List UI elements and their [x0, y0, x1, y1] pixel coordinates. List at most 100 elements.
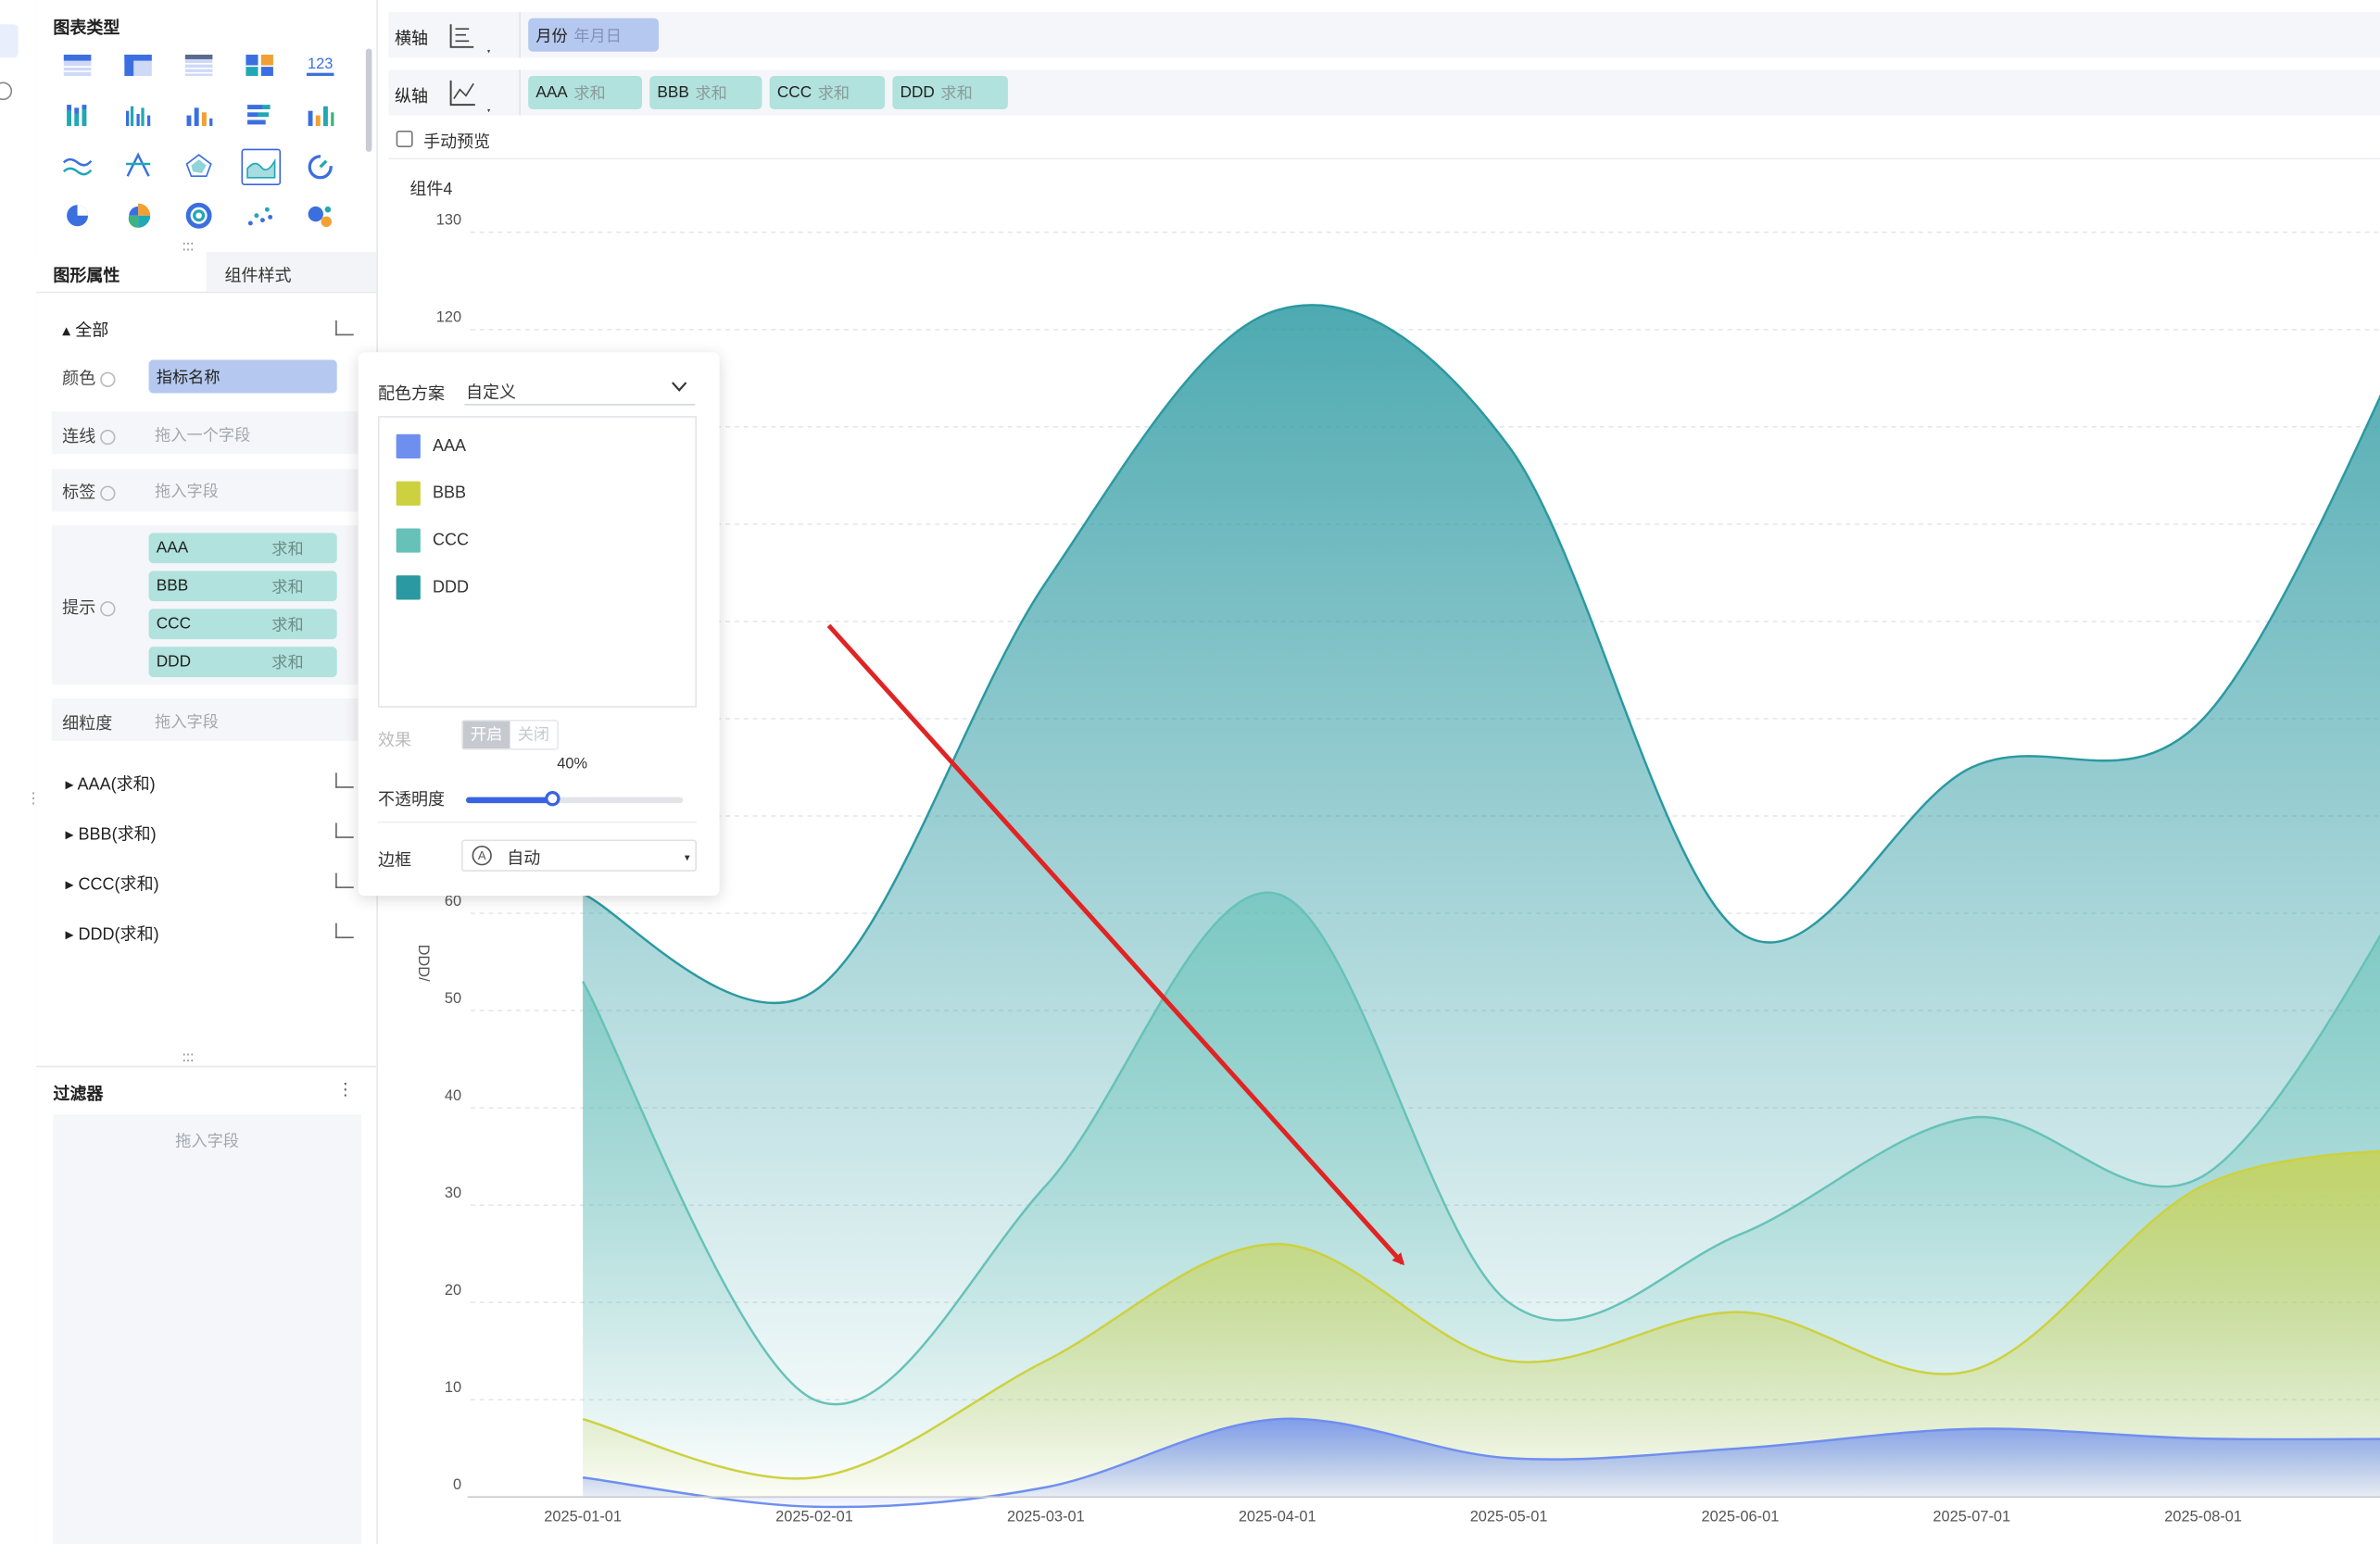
manual-preview-label: 手动预览 — [423, 133, 491, 152]
color-swatch-ddd[interactable] — [396, 575, 421, 600]
series-area-aaa[interactable] — [583, 1418, 2380, 1508]
settings-icon[interactable] — [0, 82, 13, 101]
color-field-name: 指标名称 — [156, 368, 220, 387]
line-drop-zone[interactable]: 拖入一个字段 — [155, 426, 251, 446]
radar-icon[interactable] — [183, 150, 216, 181]
series-item-ddd[interactable]: ▸ DDD(求和) — [65, 925, 159, 945]
ring-icon[interactable] — [183, 200, 216, 231]
grouped-column-icon[interactable] — [121, 100, 155, 131]
area-edit-icon[interactable] — [335, 772, 354, 788]
area-edit-icon[interactable] — [335, 923, 354, 939]
auto-border-icon: A — [472, 846, 492, 866]
color-swatch-aaa[interactable] — [396, 433, 421, 459]
multi-line-icon[interactable] — [61, 150, 94, 181]
column-icon[interactable] — [183, 100, 216, 131]
color-swatch-ccc[interactable] — [396, 528, 421, 553]
area-chart-icon[interactable] — [241, 148, 282, 185]
tab-component-style[interactable]: 组件样式 — [206, 252, 377, 292]
gauge-icon[interactable] — [304, 150, 337, 181]
color-swatch-bbb[interactable] — [396, 481, 421, 506]
y-axis-sort-icon[interactable] — [447, 78, 492, 114]
cross-table-icon[interactable] — [121, 50, 155, 81]
x-field-pill[interactable]: 月份 年月日 — [528, 18, 660, 52]
border-value: 自动 — [507, 849, 541, 869]
field-name: CCC — [776, 83, 812, 102]
all-label: 全部 — [75, 321, 109, 341]
block-chart-icon[interactable] — [243, 50, 276, 81]
tip-field-pill[interactable]: CCC 求和 — [148, 609, 337, 640]
gear-icon[interactable] — [100, 371, 116, 388]
x-axis-label: 横轴 — [394, 30, 429, 49]
series-line-ccc[interactable] — [582, 846, 2380, 1406]
detail-table-icon[interactable] — [183, 50, 216, 81]
y-field-pill[interactable]: BBB 求和 — [649, 75, 762, 110]
tip-field-pill[interactable]: BBB 求和 — [148, 571, 337, 602]
opacity-slider-knob[interactable] — [545, 791, 560, 807]
y-tick-label: 10 — [445, 1379, 461, 1396]
series-item-aaa[interactable]: ▸ AAA(求和) — [65, 775, 156, 795]
scheme-select[interactable]: 自定义 — [464, 373, 696, 406]
border-label: 边框 — [377, 851, 412, 871]
resize-handle-icon[interactable]: ∶∶∶ — [182, 1050, 195, 1068]
stacked-bar-icon[interactable] — [61, 100, 94, 131]
y-tick-label: 130 — [436, 212, 461, 229]
scatter-icon[interactable] — [243, 200, 276, 231]
swatch-label: BBB — [432, 483, 467, 503]
chart-axes: 0 10 20 30 40 50 60 120 130 2025-01-01 2025-02-01 2… — [436, 212, 2380, 1525]
y-tick-label: 120 — [436, 309, 461, 326]
line-label: 连线 — [62, 423, 116, 447]
effect-toggle[interactable]: 开启 关闭 — [461, 719, 559, 750]
opacity-slider-fill — [465, 797, 553, 804]
pie-icon[interactable] — [61, 200, 94, 231]
area-edit-icon[interactable] — [335, 320, 354, 336]
color-label: 颜色 — [62, 366, 116, 390]
series-area-ccc[interactable] — [583, 846, 2380, 1498]
gear-icon[interactable] — [100, 601, 116, 617]
manual-preview-checkbox[interactable] — [396, 130, 413, 148]
table-icon[interactable] — [61, 50, 94, 81]
color-column-icon[interactable] — [304, 100, 337, 131]
area-edit-icon[interactable] — [335, 822, 354, 838]
tag-drop-zone[interactable]: 拖入字段 — [155, 483, 219, 501]
series-line-bbb[interactable] — [582, 1147, 2380, 1480]
tip-field-pill[interactable]: AAA 求和 — [148, 533, 337, 564]
tab-graph-props[interactable]: 图形属性 — [36, 252, 207, 292]
gear-icon[interactable] — [100, 485, 116, 502]
divider — [519, 69, 521, 116]
area-edit-icon[interactable] — [335, 872, 354, 888]
series-item-bbb[interactable]: ▸ BBB(求和) — [65, 825, 157, 845]
series-area-bbb[interactable] — [583, 1147, 2380, 1498]
series-item-ccc[interactable]: ▸ CCC(求和) — [65, 875, 159, 895]
y-field-pill[interactable]: CCC 求和 — [769, 75, 886, 110]
scheme-label: 配色方案 — [377, 385, 446, 405]
agg-label: 求和 — [271, 653, 304, 672]
granularity-drop-zone[interactable]: 拖入字段 — [155, 713, 219, 733]
border-select[interactable]: A 自动 ▾ — [461, 839, 698, 872]
series-line-aaa[interactable] — [582, 1417, 2380, 1509]
rose-pie-icon[interactable] — [121, 200, 155, 231]
kpi-icon[interactable]: 123 — [304, 50, 337, 81]
x-tick-label: 2025-01-01 — [544, 1508, 622, 1525]
gear-icon[interactable] — [100, 430, 116, 446]
horizontal-bar-icon[interactable] — [243, 100, 276, 131]
y-field-pill[interactable]: AAA 求和 — [528, 75, 643, 110]
property-tabs: 图形属性 组件样式 — [36, 252, 377, 294]
y-field-pill[interactable]: DDD 求和 — [892, 75, 1008, 110]
color-field-pill[interactable]: 指标名称 — [148, 359, 337, 394]
all-series-toggle[interactable]: ▴ 全部 — [62, 321, 109, 341]
y-axis-shelf: 纵轴 AAA 求和 BBB 求和 CCC 求和 DDD 求和 — [388, 69, 2380, 116]
radar-line-icon[interactable] — [121, 150, 155, 181]
swatch-label: AAA — [432, 437, 467, 456]
more-icon[interactable]: ⋮ — [336, 1081, 354, 1099]
series-line-ddd[interactable] — [582, 281, 2380, 1005]
opacity-slider-track[interactable] — [465, 791, 684, 807]
collapse-toggle-icon[interactable] — [0, 24, 19, 58]
filter-drop-zone[interactable]: 拖入字段 — [53, 1114, 361, 1544]
x-axis-sort-icon[interactable] — [447, 19, 492, 56]
tip-field-pill[interactable]: DDD 求和 — [148, 646, 337, 678]
chart-type-scrollbar[interactable] — [365, 48, 372, 152]
bubble-icon[interactable] — [304, 200, 337, 231]
effect-off-option[interactable]: 关闭 — [517, 725, 550, 745]
effect-on-option[interactable]: 开启 — [462, 721, 510, 749]
